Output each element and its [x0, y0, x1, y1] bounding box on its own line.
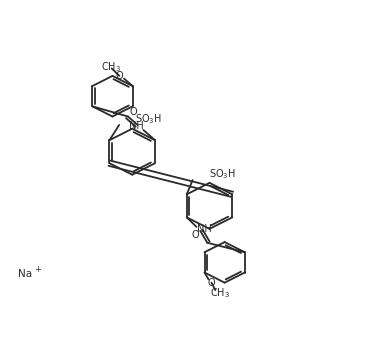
Text: Na: Na — [18, 269, 33, 279]
Text: O: O — [208, 278, 215, 288]
Text: O: O — [116, 71, 123, 81]
Text: SO$_3$H: SO$_3$H — [135, 112, 162, 126]
Text: +: + — [34, 265, 41, 274]
Text: O: O — [129, 107, 137, 117]
Text: CH$_3$: CH$_3$ — [100, 60, 121, 74]
Text: NH: NH — [129, 121, 144, 131]
Text: CH$_3$: CH$_3$ — [210, 287, 230, 300]
Text: NH: NH — [197, 224, 212, 234]
Text: O: O — [192, 230, 200, 240]
Text: SO$_3$H: SO$_3$H — [209, 167, 236, 181]
